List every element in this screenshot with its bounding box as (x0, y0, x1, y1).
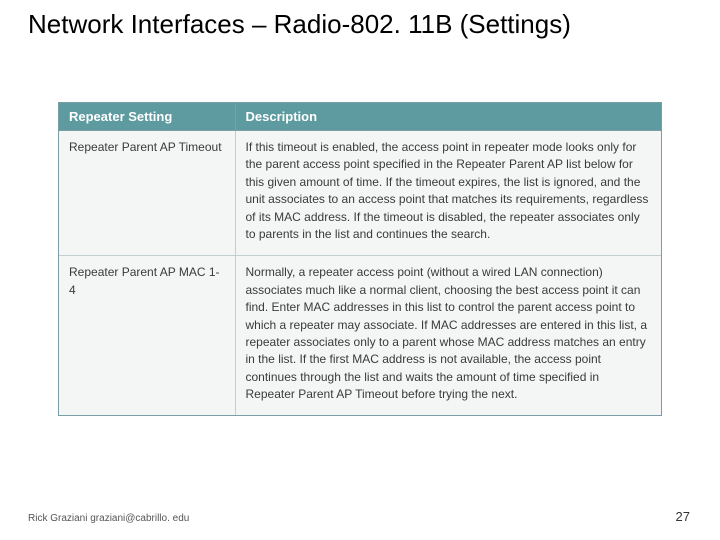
page-number: 27 (676, 509, 690, 524)
table-row: Repeater Parent AP Timeout If this timeo… (59, 131, 661, 256)
table-row: Repeater Parent AP MAC 1-4 Normally, a r… (59, 256, 661, 416)
cell-setting: Repeater Parent AP Timeout (59, 131, 235, 256)
table-header-row: Repeater Setting Description (59, 103, 661, 131)
col-header-setting: Repeater Setting (59, 103, 235, 131)
page-title: Network Interfaces – Radio-802. 11B (Set… (28, 8, 680, 41)
cell-description: If this timeout is enabled, the access p… (235, 131, 661, 256)
cell-setting: Repeater Parent AP MAC 1-4 (59, 256, 235, 416)
slide: Network Interfaces – Radio-802. 11B (Set… (0, 0, 720, 540)
cell-description: Normally, a repeater access point (witho… (235, 256, 661, 416)
repeater-settings-table: Repeater Setting Description Repeater Pa… (58, 102, 662, 416)
footer-author: Rick Graziani graziani@cabrillo. edu (28, 513, 189, 524)
settings-table: Repeater Setting Description Repeater Pa… (59, 103, 661, 415)
col-header-description: Description (235, 103, 661, 131)
